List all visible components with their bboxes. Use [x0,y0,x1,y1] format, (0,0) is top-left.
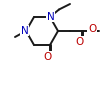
Text: O: O [43,52,51,62]
Text: N: N [47,11,54,21]
Text: O: O [88,23,96,34]
Text: O: O [75,37,83,47]
Text: N: N [21,25,28,36]
